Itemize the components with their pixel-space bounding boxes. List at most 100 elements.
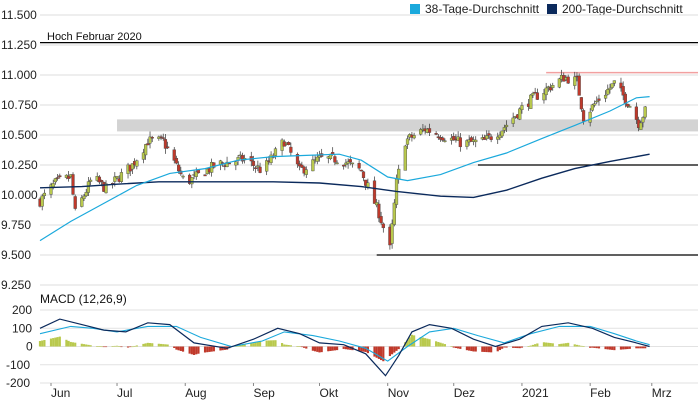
macd-hist-pos [582,346,585,347]
macd-hist-pos [151,343,154,347]
macd-hist-pos [534,344,537,347]
candle-up [496,136,500,140]
macd-hist-neg [375,346,378,358]
macd-hist-pos [252,343,255,347]
macd-y-tick-label: -200 [6,376,30,390]
candle-down [172,149,176,161]
macd-hist-neg [331,346,334,351]
macd-hist-neg [503,346,506,348]
macd-hist-neg [327,346,330,352]
macd-hist-neg [335,346,339,351]
x-tick-label: Aug [185,386,206,400]
candle-up [573,76,577,86]
macd-y-tick-label: -100 [6,358,30,372]
macd-hist-neg [626,346,629,350]
macd-hist-neg [468,346,471,351]
candle-up [412,135,416,139]
macd-hist-neg [380,346,383,361]
macd-hist-pos [144,343,147,347]
candle-down [174,158,179,164]
candle-up [40,195,44,207]
legend: 38-Tage-Durchschnitt 200-Tage-Durchschni… [410,2,683,16]
candle-up [544,87,548,96]
macd-signal-line [39,325,650,362]
candle-up [346,161,350,164]
candle-down [458,137,462,148]
candle-up [144,144,148,156]
candle-down [258,166,262,173]
macd-hist-neg [498,346,502,351]
macd-hist-pos [269,340,273,347]
macd-hist-pos [166,344,169,347]
macd-hist-pos [424,338,427,347]
x-tick-label: Mrz [652,386,672,400]
macd-hist-neg [644,346,647,349]
macd-hist-pos [287,345,290,347]
candle-down [287,142,291,145]
candle-down [166,146,170,149]
candle-down [71,174,75,195]
candle-down [58,175,62,178]
x-tick-label: Feb [590,386,611,400]
candle-up [643,106,647,118]
macd-hist-pos [272,340,275,347]
macd-hist-pos [419,337,422,347]
candle-up [80,197,84,207]
macd-hist-pos [71,342,75,347]
candle-down [67,175,71,179]
candle-down [634,106,638,120]
macd-hist-pos [87,344,90,347]
macd-hist-neg [192,346,196,355]
macd-hist-neg [195,346,198,355]
macd-hist-pos [283,344,286,347]
macd-hist-pos [450,346,453,347]
candle-up [419,129,423,135]
macd-hist-neg [501,346,504,349]
macd-hist-neg [329,346,332,351]
macd-hist-neg [465,346,469,351]
macd-hist-pos [529,345,532,347]
x-axis: Jun Jul Aug Sep Okt Nov Dez 2021 Feb Mrz [50,383,672,400]
candle-down [73,196,77,209]
candle-up [542,92,546,101]
candle-up [181,175,185,178]
macd-hist-pos [531,344,535,347]
x-tick-label: Sep [253,386,275,400]
candle-up [311,159,315,172]
candle-down [579,97,583,110]
macd-hist-neg [179,346,182,351]
macd-hist-pos [578,345,581,347]
macd-hist-neg [604,346,607,350]
macd-hist-neg [346,346,350,350]
hoch-annotation: Hoch Februar 2020 [47,31,142,43]
macd-hist-pos [236,345,240,347]
macd-hist-pos [241,344,244,347]
candle-down [452,136,456,141]
macd-hist-neg [388,346,392,357]
candle-down [289,146,293,153]
candle-up [234,161,238,166]
candle-up [603,94,608,99]
macd-hist-pos [85,344,88,347]
macd-line [39,318,650,377]
macd-hist-neg [512,346,515,348]
price-y-tick-label: 11.000 [1,68,37,82]
macd-hist-neg [203,346,207,353]
candle-up [443,140,447,142]
macd-hist-neg [221,346,224,351]
macd-hist-neg [393,346,396,353]
macd-hist-pos [256,341,259,347]
candle-up [531,92,535,96]
macd-hist-neg [608,346,612,350]
candle-down [56,177,60,179]
macd-y-tick-label: 100 [12,321,32,335]
candle-up [485,135,489,140]
candle-down [254,167,258,169]
price-y-tick-label: 10.000 [1,188,38,202]
candle-down [566,76,570,84]
price-y-tick-label: 10.250 [1,158,38,172]
macd-hist-pos [406,339,409,347]
candle-up [82,195,86,199]
macd-hist-neg [305,346,308,349]
candle-up [474,139,478,143]
